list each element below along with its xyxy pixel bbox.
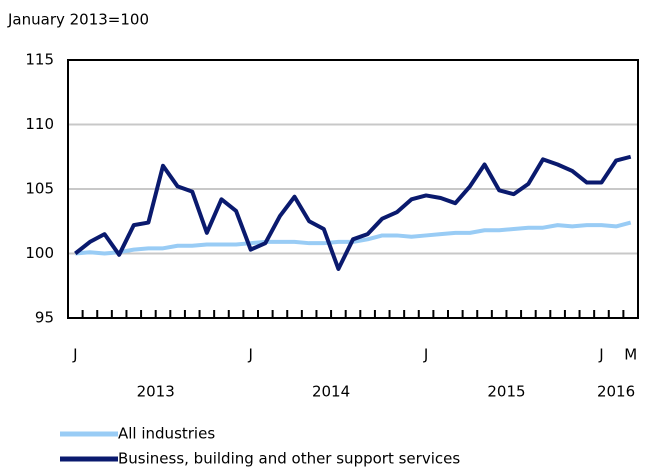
plot-frame: [67, 59, 639, 319]
y-tick-label: 115: [25, 51, 54, 69]
x-tick-label: J: [423, 346, 428, 364]
x-tick-label: J: [72, 346, 77, 364]
legend-label: Business, building and other support ser…: [118, 450, 460, 468]
y-axis-label: January 2013=100: [7, 11, 149, 29]
year-label: 2016: [597, 383, 635, 401]
legend-label: All industries: [118, 425, 215, 443]
year-label: 2014: [312, 383, 350, 401]
year-label: 2015: [487, 383, 525, 401]
y-tick-label: 100: [25, 244, 54, 262]
x-tick-label: J: [598, 346, 603, 364]
y-tick-label: 95: [35, 309, 54, 327]
data-line: [74, 154, 632, 271]
x-tick-label: M: [624, 346, 637, 364]
year-label: 2013: [137, 383, 175, 401]
y-tick-label: 105: [25, 180, 54, 198]
y-tick-label: 110: [25, 115, 54, 133]
x-tick-label: J: [247, 346, 252, 364]
